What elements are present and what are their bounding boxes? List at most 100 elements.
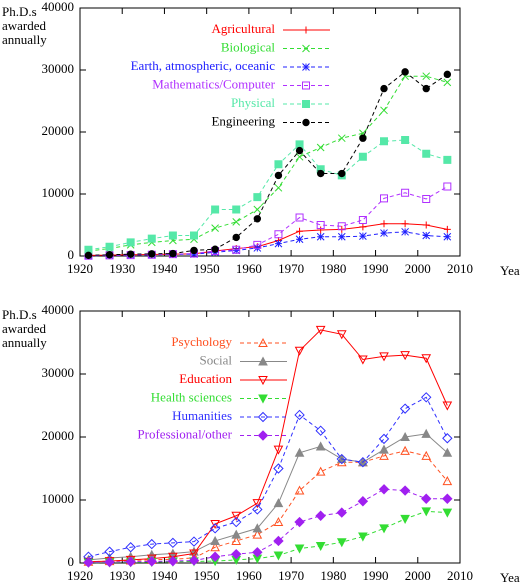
data-point — [399, 485, 411, 496]
data-point — [380, 220, 388, 228]
data-point — [273, 445, 284, 455]
legend-marker — [302, 44, 310, 53]
data-point — [442, 476, 453, 486]
data-point — [358, 355, 368, 365]
series-line — [88, 223, 448, 256]
data-point — [401, 220, 409, 228]
y-axis-label: Ph.D.s awarded annually — [2, 4, 47, 47]
x-tick-label: 1980 — [320, 568, 346, 583]
data-point — [232, 205, 241, 214]
data-point — [294, 485, 305, 495]
data-point — [336, 453, 347, 465]
data-point — [169, 249, 177, 258]
x-tick-label: 1970 — [278, 261, 304, 276]
y-tick-label: 30000 — [42, 365, 75, 380]
data-point — [443, 155, 452, 164]
data-point — [294, 544, 305, 554]
data-point — [294, 346, 305, 356]
y-tick-label: 10000 — [42, 491, 75, 506]
legend-marker — [258, 356, 268, 366]
legend-marker — [258, 376, 268, 386]
legend-marker — [257, 430, 269, 441]
data-point — [190, 246, 198, 255]
legend-label: Social — [200, 352, 233, 367]
x-tick-label: 2000 — [405, 568, 431, 583]
data-point — [421, 493, 432, 504]
data-point — [442, 433, 453, 444]
data-point — [358, 532, 368, 542]
data-point — [211, 224, 219, 232]
data-point — [422, 221, 430, 229]
data-point — [210, 519, 220, 530]
data-point — [294, 409, 305, 421]
data-point — [443, 78, 452, 87]
series-line — [88, 433, 448, 561]
data-point — [295, 146, 304, 155]
data-point — [188, 536, 200, 547]
data-point — [232, 246, 241, 255]
legend-label: Psychology — [171, 334, 232, 349]
data-point — [337, 232, 346, 241]
x-tick-label: 1930 — [109, 568, 135, 583]
data-point — [274, 230, 283, 239]
x-tick-label: 1980 — [320, 261, 346, 276]
x-tick-label: 1990 — [363, 261, 389, 276]
legend-marker — [302, 100, 310, 108]
data-point — [295, 140, 304, 149]
data-point — [252, 499, 263, 509]
legend-label: Biological — [221, 39, 276, 54]
data-point — [443, 70, 452, 79]
x-tick-label: 1990 — [363, 568, 389, 583]
legend-marker — [257, 411, 269, 423]
data-point — [315, 325, 326, 335]
data-point — [273, 535, 284, 547]
data-point — [336, 330, 347, 340]
data-point — [274, 239, 283, 248]
data-point — [274, 171, 283, 180]
data-point — [296, 227, 304, 235]
data-point — [105, 251, 114, 259]
data-point — [231, 535, 242, 545]
data-point — [401, 136, 410, 145]
data-point — [443, 232, 452, 241]
y-tick-label: 30000 — [42, 61, 75, 76]
data-point — [401, 227, 409, 236]
data-point — [317, 226, 325, 234]
x-axis-label: Year — [500, 570, 520, 583]
y-tick-label: 20000 — [42, 123, 75, 138]
series-line — [88, 488, 448, 563]
data-point — [421, 392, 432, 403]
data-point — [337, 134, 346, 143]
data-point — [316, 232, 325, 241]
data-point — [379, 352, 389, 362]
data-point — [231, 511, 242, 521]
y-tick-label: 20000 — [42, 428, 75, 443]
data-point — [422, 84, 430, 93]
data-point — [273, 463, 284, 474]
x-tick-label: 1950 — [194, 568, 220, 583]
data-point — [294, 447, 305, 457]
data-point — [380, 106, 388, 115]
data-point — [421, 428, 432, 438]
y-tick-label: 40000 — [42, 0, 75, 14]
data-point — [147, 234, 156, 243]
data-point — [274, 183, 283, 192]
data-point — [400, 514, 410, 524]
data-point — [252, 504, 263, 515]
data-point — [146, 538, 157, 550]
x-tick-label: 1920 — [67, 568, 93, 583]
data-point — [357, 456, 369, 468]
legend-label: Engineering — [211, 113, 275, 128]
data-point — [359, 134, 367, 142]
data-point — [336, 538, 347, 548]
data-point — [422, 72, 431, 81]
legend-marker — [302, 26, 310, 34]
data-point — [442, 508, 453, 518]
data-point — [253, 193, 262, 202]
y-tick-label: 0 — [68, 554, 75, 569]
data-point — [190, 231, 198, 240]
data-point — [316, 169, 325, 178]
data-point — [442, 493, 453, 504]
